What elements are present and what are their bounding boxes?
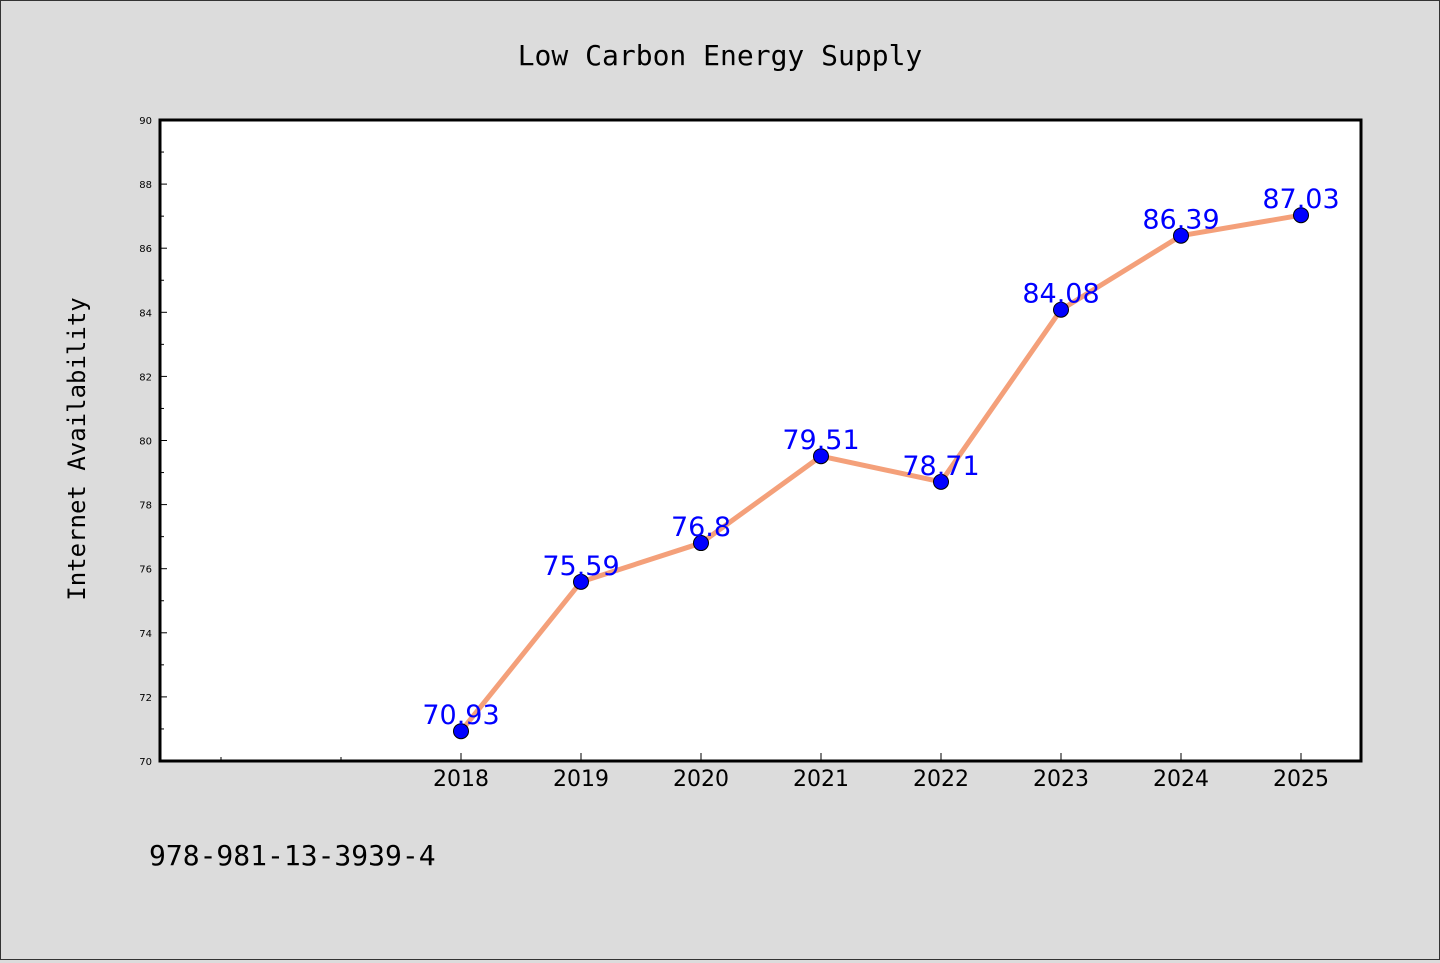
data-label: 78.71 [902,451,979,482]
y-tick-label: 82 [139,372,152,383]
chart-title: Low Carbon Energy Supply [518,39,923,72]
y-tick-label: 76 [139,565,152,576]
data-point-marker [573,573,589,590]
data-point-marker [933,473,949,490]
series-layer [458,212,1304,734]
y-tick-label: 84 [139,308,152,319]
x-tick-label: 2023 [1033,767,1089,792]
y-tick-label: 72 [139,693,152,704]
data-point-marker [453,723,469,740]
data-label: 87.03 [1262,184,1339,215]
y-tick-label: 80 [139,437,152,448]
x-tick-label: 2021 [793,767,849,792]
data-point-marker [813,448,829,465]
x-tick-label: 2025 [1273,767,1329,792]
x-tick-label: 2018 [433,767,489,792]
data-label: 70.93 [422,700,499,731]
data-label: 75.59 [542,551,619,582]
series-line [458,212,1304,734]
data-label: 79.51 [782,425,859,456]
y-tick-label: 90 [139,116,152,127]
y-tick-label: 74 [139,629,152,640]
y-tick-label: 86 [139,244,152,255]
data-label: 76.8 [671,512,731,543]
x-tick-label: 2020 [673,767,729,792]
data-point-marker [1173,227,1189,244]
x-tick-label: 2024 [1153,767,1209,792]
y-tick-label: 88 [139,180,152,191]
marker-layer [453,207,1309,740]
data-point-marker [1293,207,1309,224]
data-point-marker [693,535,709,552]
y-tick-label: 70 [139,757,152,768]
x-tick-label: 2019 [553,767,609,792]
x-tick-label: 2022 [913,767,969,792]
y-axis-label: Internet Availability [63,297,91,600]
footer-text: 978-981-13-3939-4 [149,839,436,872]
data-point-marker [1053,301,1069,318]
data-label: 86.39 [1142,205,1219,236]
y-tick-label: 78 [139,501,152,512]
y-axis: 70 72 74 76 78 80 82 84 86 88 90 [139,116,167,768]
plot-area [158,118,1363,763]
data-label-layer: 70.93 75.59 76.8 79.51 78.71 84.08 86.39 87.03 [422,184,1339,731]
x-axis: 2018 2019 2020 2021 2022 2023 2024 2025 [220,753,1329,792]
data-label: 84.08 [1022,279,1099,310]
